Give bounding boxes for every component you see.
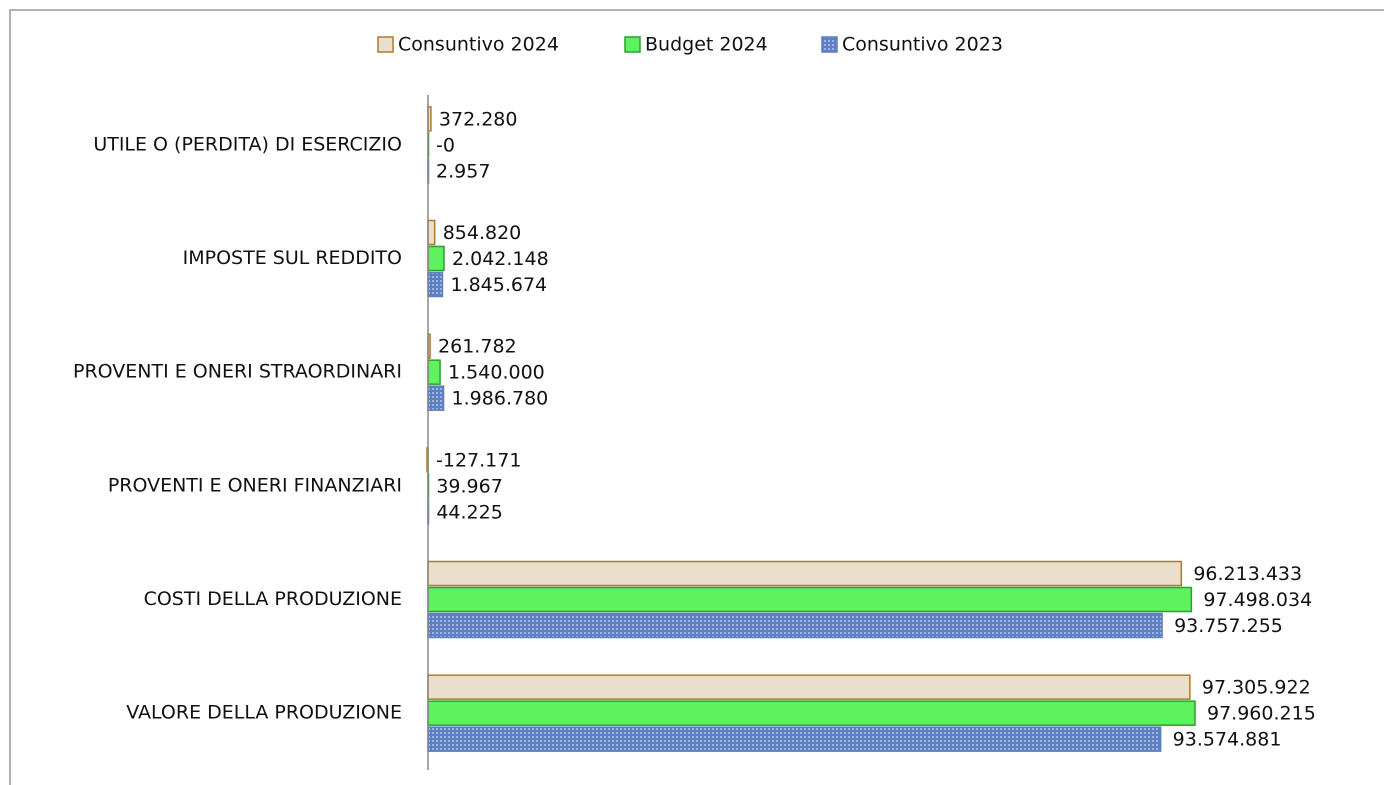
value-label: 854.820 [443,222,522,244]
bar [427,385,445,411]
value-label: 93.757.255 [1174,615,1283,637]
legend-swatch [624,36,641,53]
category-label: UTILE O (PERDITA) DI ESERCIZIO [93,133,402,155]
bar [427,700,1196,726]
value-label: 372.280 [439,108,518,130]
value-label: 97.498.034 [1203,589,1312,611]
value-label: 97.960.215 [1207,703,1316,725]
value-label: -0 [436,134,455,156]
bar [427,271,444,298]
bar [427,359,441,385]
legend-swatch [821,36,838,53]
category-label: COSTI DELLA PRODUZIONE [144,588,402,610]
value-label: 39.967 [436,475,502,497]
bar [427,612,1163,639]
category-label: IMPOSTE SUL REDDITO [183,247,402,269]
value-label: 93.574.881 [1173,729,1282,751]
bar [427,674,1191,700]
frame [9,9,1384,785]
value-label: 2.957 [436,160,490,182]
legend-swatch [377,36,394,53]
value-label: 1.986.780 [452,388,549,410]
bar [427,219,436,246]
value-label: 1.540.000 [448,362,545,384]
value-label: 96.213.433 [1193,563,1302,585]
bar [427,726,1162,752]
category-label: VALORE DELLA PRODUZIONE [126,702,402,724]
value-label: 1.845.674 [450,274,547,296]
legend-label: Budget 2024 [645,34,768,56]
value-label: 2.042.148 [452,248,549,270]
value-label: -127.171 [436,449,521,471]
bar [427,245,445,272]
bar [427,586,1193,613]
legend-label: Consuntivo 2024 [398,34,559,56]
category-label: PROVENTI E ONERI STRAORDINARI [73,361,402,383]
bar [427,560,1183,587]
value-label: 261.782 [438,336,517,358]
value-label: 44.225 [436,501,502,523]
value-label: 97.305.922 [1202,677,1311,699]
legend-label: Consuntivo 2023 [842,34,1003,56]
category-label: PROVENTI E ONERI FINANZIARI [108,474,402,496]
